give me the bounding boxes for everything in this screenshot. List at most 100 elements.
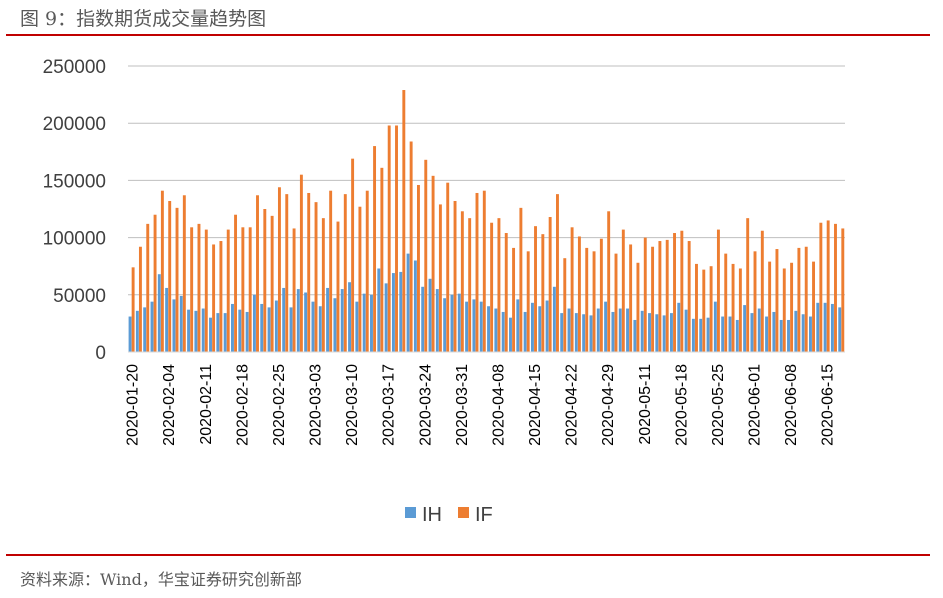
bar-if xyxy=(248,227,252,352)
bar-if xyxy=(285,194,289,352)
bar-if xyxy=(299,174,303,352)
bar-ih xyxy=(772,311,776,352)
bar-if xyxy=(307,192,311,352)
bar-ih xyxy=(399,271,403,352)
bar-ih xyxy=(370,294,373,352)
bar-if xyxy=(446,182,450,352)
bar-ih xyxy=(816,302,820,352)
bar-ih xyxy=(443,298,447,352)
bar-if xyxy=(629,244,633,352)
bar-ih xyxy=(340,289,344,352)
bar-ih xyxy=(143,307,147,352)
bar-if xyxy=(541,234,545,352)
bar-ih xyxy=(384,283,388,352)
x-tick-label: 2020-05-11 xyxy=(637,364,654,445)
bar-ih xyxy=(304,292,308,352)
bar-ih xyxy=(238,309,242,352)
bar-ih xyxy=(479,301,483,352)
bar-if xyxy=(453,200,457,352)
bar-if xyxy=(431,175,435,352)
bar-if xyxy=(314,202,318,352)
bar-ih xyxy=(691,318,695,352)
x-tick-label: 2020-05-25 xyxy=(710,364,727,446)
bar-ih xyxy=(684,309,688,352)
bar-ih xyxy=(809,316,812,352)
bar-ih xyxy=(157,274,161,352)
x-tick-label: 2020-03-10 xyxy=(344,364,361,446)
bar-ih xyxy=(596,308,600,352)
bar-if xyxy=(782,268,786,352)
legend-label-ih: IH xyxy=(422,504,442,526)
bar-ih xyxy=(128,316,132,352)
bar-if xyxy=(519,207,523,352)
bar-if xyxy=(329,190,333,352)
y-tick-label: 200000 xyxy=(43,114,106,135)
bar-if xyxy=(621,229,625,352)
bar-ih xyxy=(391,273,395,352)
bar-ih xyxy=(260,303,264,352)
bar-if xyxy=(607,211,611,352)
bar-ih xyxy=(574,313,578,352)
bar-ih xyxy=(582,314,586,352)
bar-ih xyxy=(611,311,615,352)
bar-if xyxy=(680,230,684,352)
bar-ih xyxy=(223,313,227,352)
bar-if xyxy=(768,261,772,352)
bar-if xyxy=(658,241,662,352)
bar-if xyxy=(197,223,201,352)
bar-if xyxy=(351,158,355,352)
x-tick-label: 2020-02-11 xyxy=(198,364,215,445)
bar-ih xyxy=(567,308,571,352)
bar-ih xyxy=(516,299,520,352)
bar-ih xyxy=(640,310,644,352)
bar-if xyxy=(746,218,750,352)
bar-if xyxy=(416,184,420,352)
bar-ih xyxy=(465,301,469,352)
bar-ih xyxy=(187,309,191,352)
bar-ih xyxy=(355,301,359,352)
bar-if xyxy=(738,268,742,352)
bar-ih xyxy=(830,303,834,352)
y-axis: 0 50000 100000 150000 200000 250000 xyxy=(43,57,106,364)
bar-ih xyxy=(494,308,498,352)
bar-ih xyxy=(245,311,249,352)
bar-if xyxy=(387,125,391,353)
x-tick-label: 2020-04-22 xyxy=(564,364,581,446)
bar-if xyxy=(438,204,442,352)
bar-ih xyxy=(669,313,673,352)
bar-if xyxy=(709,266,713,352)
x-tick-label: 2020-03-17 xyxy=(381,364,398,446)
bar-ih xyxy=(472,299,476,352)
bar-if xyxy=(687,241,691,352)
x-tick-label: 2020-01-20 xyxy=(125,364,142,446)
bar-ih xyxy=(413,260,417,352)
bar-if xyxy=(336,221,340,352)
bar-if xyxy=(380,167,384,352)
bar-ih xyxy=(794,310,798,352)
bar-if xyxy=(841,228,845,352)
bar-if xyxy=(263,209,267,352)
bar-if xyxy=(234,214,238,352)
bar-if xyxy=(556,194,559,352)
y-tick-label: 50000 xyxy=(53,286,106,307)
bar-ih xyxy=(604,301,608,352)
x-tick-label: 2020-06-08 xyxy=(783,364,800,446)
bar-if xyxy=(358,206,362,352)
bar-ih xyxy=(713,301,717,352)
bar-if xyxy=(482,190,486,352)
bar-if xyxy=(826,220,830,352)
bar-if xyxy=(292,228,296,352)
bar-if xyxy=(241,227,245,352)
bar-if xyxy=(702,269,706,352)
bar-ih xyxy=(589,315,593,352)
bar-ih xyxy=(150,301,154,352)
bar-ih xyxy=(655,314,659,352)
bar-ih xyxy=(165,287,169,352)
bar-ih xyxy=(296,289,300,352)
bar-if xyxy=(131,267,135,352)
bar-ih xyxy=(501,311,505,352)
bar-ih xyxy=(362,293,366,352)
bar-ih xyxy=(560,313,564,352)
bar-ih xyxy=(487,306,491,352)
